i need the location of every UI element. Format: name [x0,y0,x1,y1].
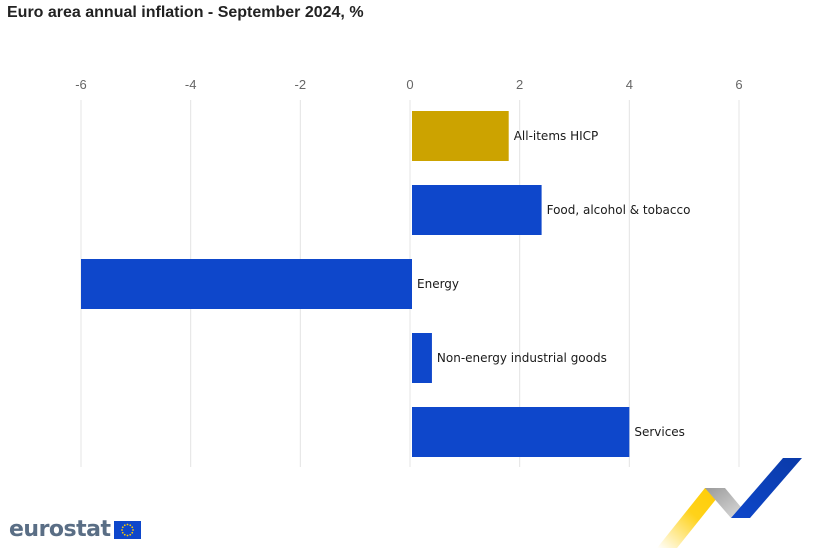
x-tick-label: 6 [735,77,742,92]
bar-labels: All-items HICP Food, alcohol & tobacco Ene… [417,129,690,439]
chart-title: Euro area annual inflation - September 2… [7,4,364,21]
eurostat-swoosh-icon [657,458,802,548]
bar-label: Services [634,425,685,439]
bar-chart: -6 -4 -2 0 2 4 6 All-items HICP Food, alcohol &… [75,77,743,467]
x-tick-label: -6 [75,77,87,92]
bar-label: Non-energy industrial goods [437,351,607,365]
x-tick-label: 0 [406,77,413,92]
bar[interactable] [412,407,630,457]
bar[interactable] [412,111,509,161]
x-tick-label: 4 [626,77,633,92]
bar[interactable] [412,185,542,235]
x-axis-ticks: -6 -4 -2 0 2 4 6 [75,77,742,92]
bar-label: Energy [417,277,459,291]
eurostat-logo: eurostat [9,517,141,542]
bars [81,111,630,457]
x-tick-label: -4 [185,77,197,92]
bar[interactable] [412,333,432,383]
eu-flag-icon [113,520,141,539]
x-tick-label: 2 [516,77,523,92]
bar[interactable] [81,259,412,309]
x-tick-label: -2 [295,77,307,92]
bar-label: Food, alcohol & tobacco [547,203,691,217]
logo-text: eurostat [9,517,111,542]
bar-label: All-items HICP [514,129,599,143]
